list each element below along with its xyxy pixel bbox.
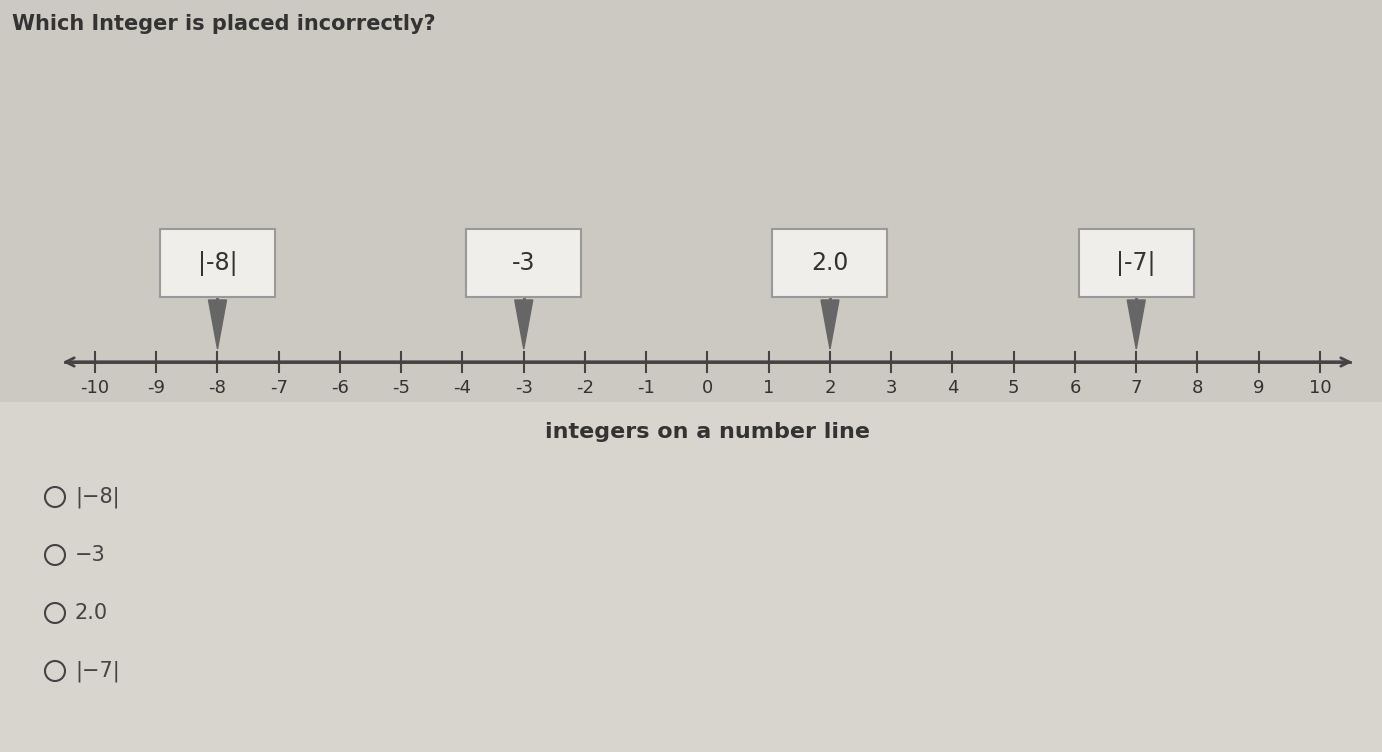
Text: -4: -4 <box>453 379 471 397</box>
Text: 10: 10 <box>1309 379 1331 397</box>
Text: |-7|: |-7| <box>1117 250 1155 275</box>
Text: -2: -2 <box>576 379 594 397</box>
Text: |-8|: |-8| <box>198 250 238 275</box>
FancyBboxPatch shape <box>160 229 275 297</box>
Text: 8: 8 <box>1191 379 1204 397</box>
FancyBboxPatch shape <box>0 0 1382 402</box>
Text: integers on a number line: integers on a number line <box>545 422 871 442</box>
Text: 6: 6 <box>1070 379 1081 397</box>
Text: -10: -10 <box>80 379 109 397</box>
Polygon shape <box>209 300 227 349</box>
Text: |−8|: |−8| <box>75 487 120 508</box>
Text: −3: −3 <box>75 545 106 565</box>
Text: -3: -3 <box>511 251 535 275</box>
Polygon shape <box>1128 300 1146 349</box>
Text: 5: 5 <box>1007 379 1020 397</box>
Text: |−7|: |−7| <box>75 660 120 682</box>
Text: 2.0: 2.0 <box>75 603 108 623</box>
Text: 9: 9 <box>1253 379 1265 397</box>
Text: 2: 2 <box>824 379 836 397</box>
FancyBboxPatch shape <box>466 229 582 297</box>
Text: Which Integer is placed incorrectly?: Which Integer is placed incorrectly? <box>12 14 435 34</box>
Text: -8: -8 <box>209 379 227 397</box>
Text: 1: 1 <box>763 379 774 397</box>
Text: -1: -1 <box>637 379 655 397</box>
Text: -5: -5 <box>392 379 410 397</box>
FancyBboxPatch shape <box>0 252 1382 752</box>
Text: 3: 3 <box>886 379 897 397</box>
FancyBboxPatch shape <box>1079 229 1194 297</box>
Text: 7: 7 <box>1130 379 1142 397</box>
Polygon shape <box>514 300 532 349</box>
Text: 2.0: 2.0 <box>811 251 849 275</box>
Text: -6: -6 <box>332 379 348 397</box>
Text: 0: 0 <box>702 379 713 397</box>
FancyBboxPatch shape <box>773 229 887 297</box>
Text: -7: -7 <box>269 379 287 397</box>
Text: -9: -9 <box>148 379 166 397</box>
Text: -3: -3 <box>514 379 532 397</box>
Polygon shape <box>821 300 839 349</box>
Text: 4: 4 <box>947 379 958 397</box>
